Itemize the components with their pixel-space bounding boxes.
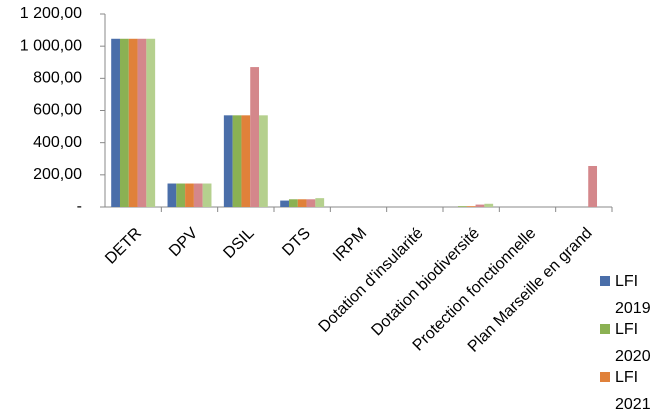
y-tick-label: 800,00	[33, 70, 82, 87]
y-tick-label: 200,00	[33, 166, 82, 183]
y-tick-label: -	[77, 198, 82, 215]
legend-item: LFI 2019	[600, 268, 660, 322]
bar	[457, 206, 467, 207]
bar	[137, 38, 147, 207]
bar	[185, 183, 194, 207]
legend-label: LFI 2021	[615, 369, 651, 413]
x-tick-label: Dotation biodiversité	[368, 225, 483, 340]
bar	[146, 38, 156, 207]
legend-swatch	[600, 276, 610, 286]
bar	[232, 115, 242, 207]
bar	[119, 38, 129, 207]
legend-swatch	[600, 372, 610, 382]
legend-swatch	[600, 324, 610, 334]
y-tick-label: 400,00	[33, 134, 82, 151]
bar	[193, 183, 203, 207]
y-tick-label: 1 200,00	[20, 5, 82, 22]
x-tick-label: DTS	[279, 225, 314, 260]
bar	[306, 199, 316, 207]
x-tick-label: IRPM	[330, 225, 370, 265]
bar	[288, 199, 298, 207]
bar	[176, 183, 186, 207]
y-tick-label: 1 000,00	[20, 37, 82, 54]
legend-item: LFI 2020	[600, 316, 660, 370]
bar	[223, 115, 233, 207]
bar	[280, 200, 289, 207]
legend-item: LFI 2021	[600, 364, 660, 417]
bar	[202, 183, 212, 207]
bar	[128, 38, 138, 207]
bar	[250, 67, 260, 207]
bar	[297, 199, 307, 207]
y-tick-label: 600,00	[33, 102, 82, 119]
bar	[475, 204, 485, 207]
x-tick-label: Dotation d'insularité	[316, 225, 427, 336]
legend-label: LFI 2019	[615, 273, 651, 317]
bar	[484, 203, 494, 207]
x-tick-label: DSIL	[220, 225, 257, 262]
bar	[111, 38, 120, 207]
legend-label: LFI 2020	[615, 321, 651, 365]
bar	[167, 183, 177, 207]
x-tick-label: DPV	[166, 225, 202, 261]
bar	[588, 165, 598, 207]
bar	[259, 115, 268, 207]
bar	[241, 115, 251, 207]
x-tick-label: DETR	[102, 225, 145, 268]
bar	[466, 206, 476, 207]
bar	[315, 198, 325, 207]
